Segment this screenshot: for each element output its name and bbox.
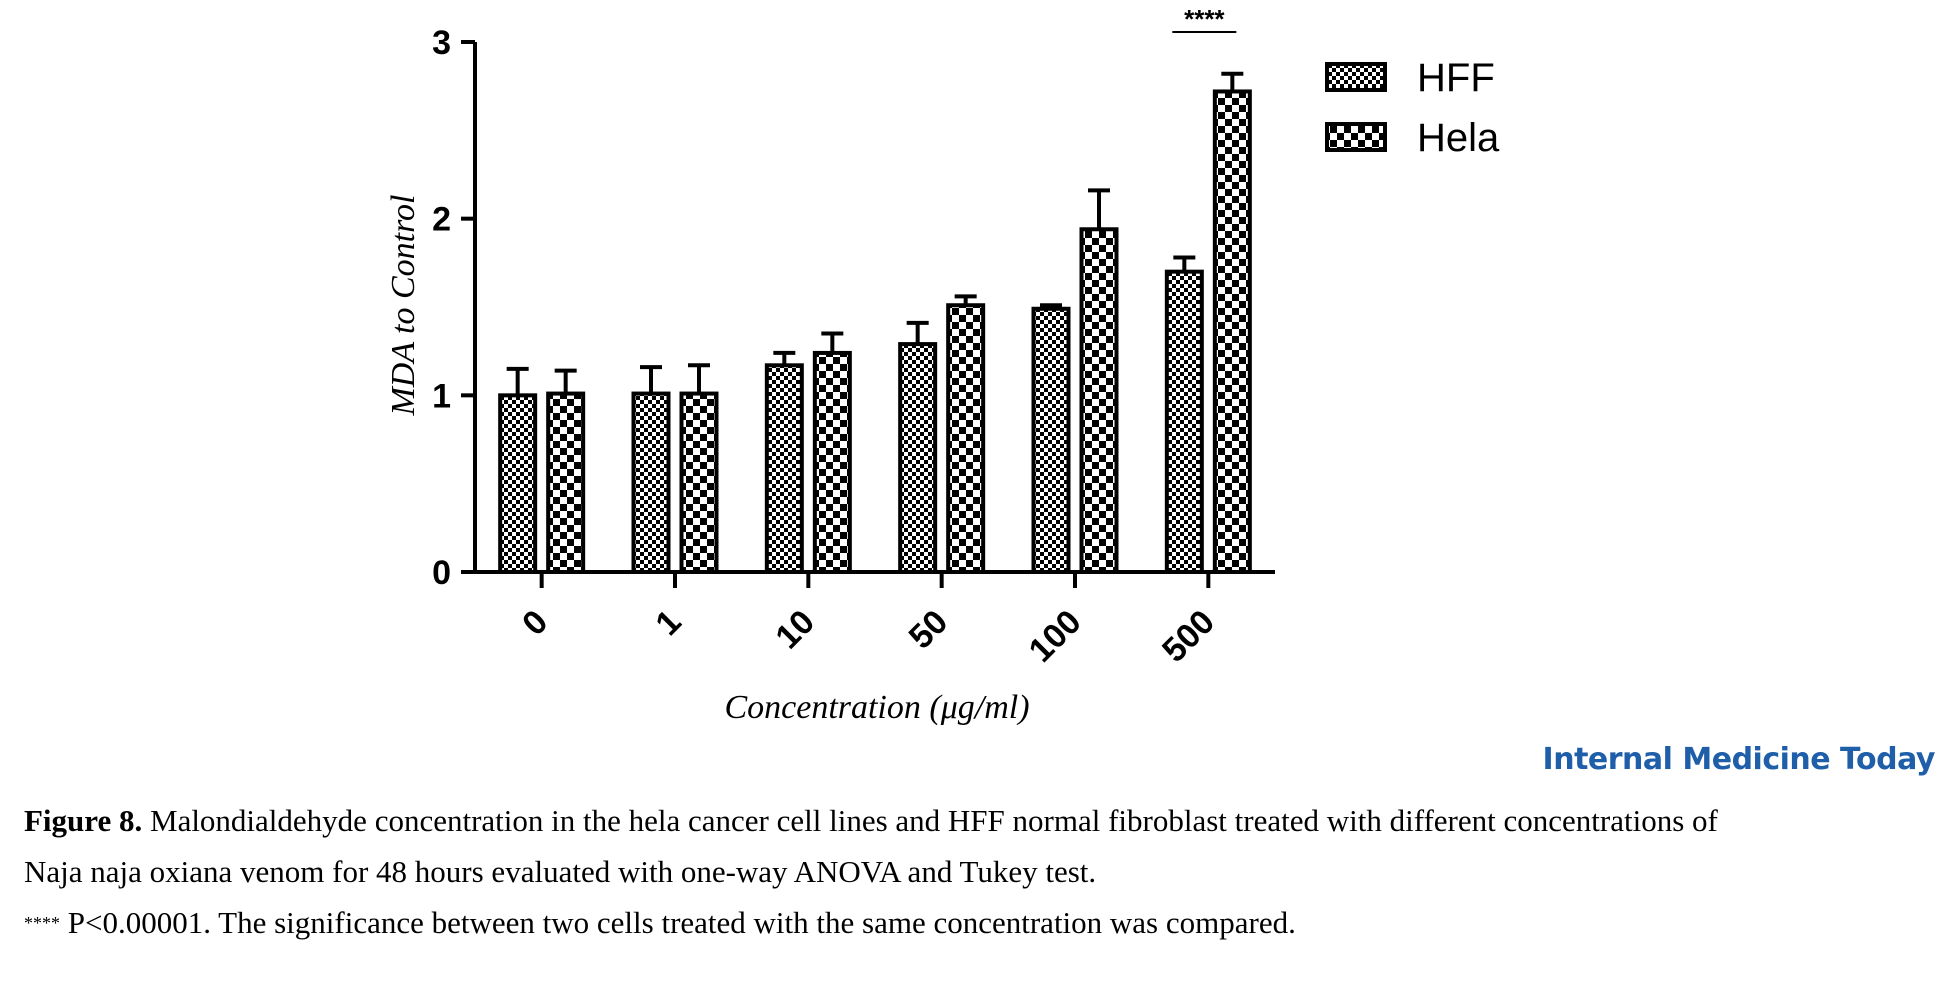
bars-layer	[498, 89, 1252, 575]
legend: HFF Hela	[1325, 56, 1500, 160]
bar-hff-50	[898, 342, 938, 574]
x-tick-label-0: 0	[515, 603, 555, 643]
figure-caption: Figure 8. Malondialdehyde concentration …	[24, 795, 1929, 953]
brand-logo: Internal Medicine Today	[1542, 742, 1936, 777]
significance-marker: ****	[24, 913, 60, 933]
legend-label-hela: Hela	[1417, 116, 1500, 160]
bar-hela-50	[946, 303, 986, 574]
y-axis-title: MDA to Control	[385, 194, 422, 416]
legend-swatch-hela	[1325, 122, 1387, 152]
x-tick-label-10: 10	[768, 603, 822, 657]
figure-label: Figure 8.	[24, 803, 143, 838]
caption-text-2: Naja naja oxiana venom for 48 hours eval…	[24, 854, 1097, 889]
x-tick-label-50: 50	[902, 603, 956, 657]
caption-text-1: Malondialdehyde concentration in the hel…	[150, 803, 1718, 838]
bar-hela-100	[1079, 227, 1119, 574]
caption-line-1: Figure 8. Malondialdehyde concentration …	[24, 795, 1929, 846]
x-tick-label-500: 500	[1155, 603, 1222, 670]
x-axis-title: Concentration (μg/ml)	[724, 689, 1029, 726]
x-tick-label-1: 1	[648, 603, 688, 643]
y-tick-label-3: 3	[432, 24, 451, 62]
bar-hela-0	[546, 391, 586, 575]
axes-layer	[461, 40, 1275, 588]
y-tick-label-2: 2	[432, 201, 451, 239]
caption-note-text: P<0.00001. The significance between two …	[67, 905, 1296, 940]
legend-label-hff: HFF	[1417, 56, 1495, 100]
caption-line-2: Naja naja oxiana venom for 48 hours eval…	[24, 846, 1929, 897]
significance-label-500: ****	[1184, 4, 1225, 34]
x-tick-label-100: 100	[1022, 603, 1089, 670]
bar-hela-1	[679, 391, 719, 575]
bar-hff-500	[1164, 269, 1204, 574]
y-tick-label-0: 0	[432, 554, 451, 592]
y-tick-label-1: 1	[432, 377, 451, 415]
bar-chart: 0 1 10 50 100 500 0 1 2 3 **** HFF Hela MDA to Cont…	[385, 4, 1500, 726]
bar-hff-100	[1031, 306, 1071, 574]
bar-hff-10	[764, 363, 804, 574]
bar-hff-1	[631, 391, 671, 575]
bar-hela-10	[812, 350, 852, 574]
error-bars-layer	[506, 71, 1244, 396]
bar-hela-500	[1212, 89, 1252, 574]
bar-hff-0	[498, 393, 538, 575]
caption-note: **** P<0.00001. The significance between…	[24, 897, 1929, 953]
legend-swatch-hff	[1325, 62, 1387, 92]
